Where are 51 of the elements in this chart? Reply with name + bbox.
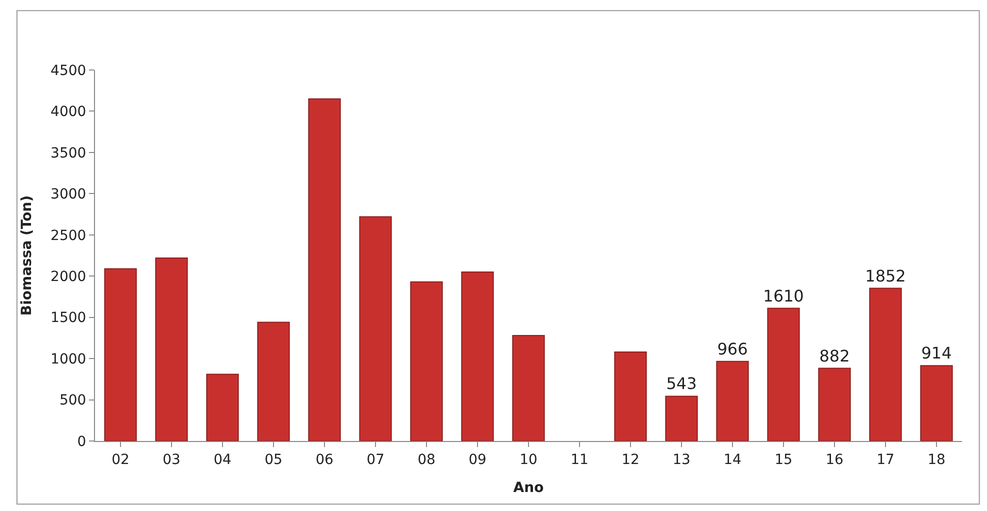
bar xyxy=(308,98,341,441)
y-tick-label: 2500 xyxy=(50,228,86,244)
x-axis-title: Ano xyxy=(513,480,544,496)
data-label: 1852 xyxy=(865,266,906,286)
x-tick-label: 11 xyxy=(570,452,588,468)
data-label: 882 xyxy=(819,346,850,366)
data-label: 966 xyxy=(717,339,748,358)
x-tick-label: 17 xyxy=(876,452,894,468)
x-tick-label: 18 xyxy=(928,452,946,468)
bar xyxy=(512,334,545,441)
bar xyxy=(410,281,443,441)
y-tick-label: 4000 xyxy=(50,104,86,120)
x-tick-label: 16 xyxy=(826,452,844,468)
bar xyxy=(104,268,137,441)
y-tick-label: 0 xyxy=(77,434,86,450)
x-tick-label: 09 xyxy=(468,452,486,468)
bar xyxy=(920,365,953,441)
data-label: 914 xyxy=(921,344,952,363)
y-tick-label: 500 xyxy=(59,392,86,409)
bar xyxy=(359,216,392,441)
y-tick-label: 1500 xyxy=(50,310,86,326)
y-axis-title: Biomassa (Ton) xyxy=(19,195,36,316)
x-tick-label: 15 xyxy=(774,452,792,468)
bar xyxy=(461,271,494,441)
bar xyxy=(206,374,239,441)
x-tick-label: 04 xyxy=(214,452,232,468)
x-tick-label: 03 xyxy=(162,452,180,468)
x-tick-label: 12 xyxy=(622,452,640,468)
y-tick-label: 1000 xyxy=(50,351,86,368)
data-label: 543 xyxy=(666,374,697,394)
bar xyxy=(257,322,290,441)
bar xyxy=(818,368,851,441)
bar xyxy=(716,360,749,441)
x-tick-label: 06 xyxy=(316,452,334,468)
bar xyxy=(869,288,902,441)
x-tick-label: 10 xyxy=(520,452,538,468)
y-tick-label: 3500 xyxy=(50,145,86,162)
data-label: 1610 xyxy=(763,286,804,306)
bar xyxy=(614,351,647,441)
y-tick-label: 3000 xyxy=(50,186,86,203)
y-tick-label: 2000 xyxy=(50,269,86,286)
x-tick-label: 02 xyxy=(112,452,130,468)
x-tick-label: 07 xyxy=(366,452,384,468)
x-tick-label: 08 xyxy=(418,452,436,468)
x-tick-label: 14 xyxy=(724,452,742,468)
bar xyxy=(155,257,188,441)
bar xyxy=(767,308,800,441)
y-tick-label: 4500 xyxy=(50,62,86,79)
x-tick-label: 13 xyxy=(672,452,690,468)
bar xyxy=(665,396,698,441)
x-tick-label: 05 xyxy=(264,452,282,468)
